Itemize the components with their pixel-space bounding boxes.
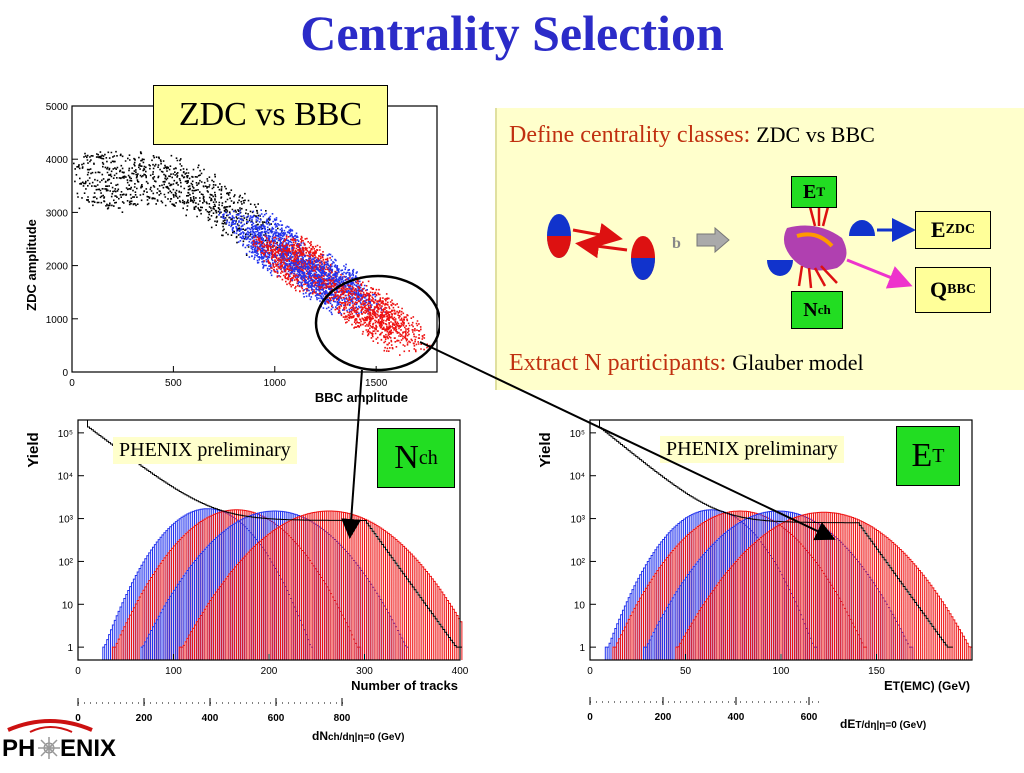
histogram-ytick-label: 10³: [59, 515, 74, 526]
scatter-ytick-label: 5000: [46, 102, 69, 113]
histogram-xtick-label: 400: [452, 666, 469, 677]
scatter-xtick-label: 1500: [365, 378, 388, 389]
spectator-left-icon: [767, 260, 793, 276]
nch-ylabel: Yield: [25, 432, 42, 467]
spectator-right-icon: [849, 220, 875, 236]
histogram-xtick-label: 50: [680, 666, 692, 677]
scatter-band-3: [276, 252, 386, 318]
histogram-xtick-label: 150: [868, 666, 885, 677]
scatter-xtick-label: 500: [165, 378, 182, 389]
histogram-0: [604, 509, 818, 660]
scatter-ytick-label: 0: [62, 368, 68, 379]
histogram-ytick-label: 10⁴: [570, 472, 585, 483]
et-x2-label: dET/dη|η=0 (GeV): [840, 717, 926, 731]
collision-blob-icon: [783, 225, 847, 271]
zdc-vs-bbc-label: ZDC vs BBC: [153, 85, 388, 145]
histogram-0: [102, 508, 314, 660]
histogram-ytick-label: 10: [62, 600, 74, 611]
scatter-xtick-label: 1000: [264, 378, 287, 389]
scatter-ytick-label: 3000: [46, 208, 69, 219]
histogram-1: [111, 509, 362, 660]
scatter-xlabel: BBC amplitude: [315, 390, 408, 405]
histogram-ytick-label: 1: [67, 643, 73, 654]
histogram-x2tick-label: 0: [75, 713, 81, 724]
nch-xlabel: Number of tracks: [351, 678, 458, 693]
histogram-ytick-label: 10: [574, 600, 586, 611]
collision-diagram: b: [547, 202, 916, 289]
zdc-vs-bbc-scatter-plot: 0 1000 2000 3000 4000 5000 0 500 1000 1500 ZDC a…: [24, 102, 440, 405]
scatter-ylabel: ZDC amplitude: [24, 219, 39, 311]
nch-x2-label: dNch/dη|η=0 (GeV): [312, 729, 404, 743]
histogram-xtick-label: 0: [75, 666, 81, 677]
histogram-xtick-label: 100: [165, 666, 182, 677]
grey-arrow-icon: [696, 226, 730, 254]
histogram-ytick-label: 10²: [571, 557, 586, 568]
scatter-xtick-label: 0: [69, 378, 75, 389]
histogram-ytick-label: 10²: [59, 557, 74, 568]
nch-histogram-plot: 1 10 10² 10³ 10⁴ 10⁵ 0 100 200 300 400 0 200 400 600…: [25, 419, 469, 743]
et-ylabel: Yield: [537, 432, 554, 467]
et-xlabel: ET(EMC) (GeV): [884, 678, 970, 693]
histogram-x2tick-label: 400: [202, 713, 219, 724]
nucleus-left-icon: [547, 214, 571, 258]
histogram-xtick-label: 100: [773, 666, 790, 677]
page-title: Centrality Selection: [300, 5, 724, 61]
nucleus-right-icon: [631, 236, 655, 280]
histogram-x2tick-label: 200: [136, 713, 153, 724]
scatter-ytick-label: 4000: [46, 155, 69, 166]
scatter-ytick-label: 1000: [46, 315, 69, 326]
scatter-points: [73, 150, 431, 356]
histogram-x2tick-label: 200: [655, 712, 672, 723]
histogram-xtick-label: 200: [261, 666, 278, 677]
histogram-x2tick-label: 800: [334, 713, 351, 724]
histogram-ytick-label: 10⁴: [58, 472, 73, 483]
nch-prelim-label: PHENIX preliminary: [113, 437, 297, 464]
ezdc-box: E ZDC: [915, 211, 991, 249]
histogram-ytick-label: 10³: [571, 515, 586, 526]
histogram-x2tick-label: 600: [268, 713, 285, 724]
histogram-xtick-label: 300: [356, 666, 373, 677]
histogram-ytick-label: 10⁵: [58, 429, 73, 440]
define-heading: Define centrality classes: ZDC vs BBC: [509, 122, 875, 148]
info-box: Define centrality classes: ZDC vs BBC Ex…: [495, 108, 1024, 390]
qbbc-box: Q BBC: [915, 267, 991, 313]
selection-ellipse: [314, 274, 440, 372]
histogram-xtick-label: 0: [587, 666, 593, 677]
histogram-x2tick-label: 600: [801, 712, 818, 723]
phenix-logo: PH ENIX: [0, 712, 130, 768]
impact-parameter-label: b: [672, 235, 681, 252]
histogram-total: [78, 419, 462, 648]
histogram-x2tick-label: 400: [728, 712, 745, 723]
histogram-x2tick-label: 0: [587, 712, 593, 723]
histogram-3: [178, 510, 463, 660]
scatter-band-0: [73, 150, 294, 256]
histogram-2: [140, 510, 409, 660]
et-prelim-label: PHENIX preliminary: [660, 436, 844, 463]
scatter-ytick-label: 2000: [46, 262, 69, 273]
svg-text:PH: PH: [2, 735, 35, 762]
scatter-band-4: [311, 274, 431, 356]
svg-text:ENIX: ENIX: [60, 735, 116, 762]
histogram-ytick-label: 10⁵: [570, 429, 585, 440]
histogram-ytick-label: 1: [579, 643, 585, 654]
sun-icon: [38, 737, 60, 759]
